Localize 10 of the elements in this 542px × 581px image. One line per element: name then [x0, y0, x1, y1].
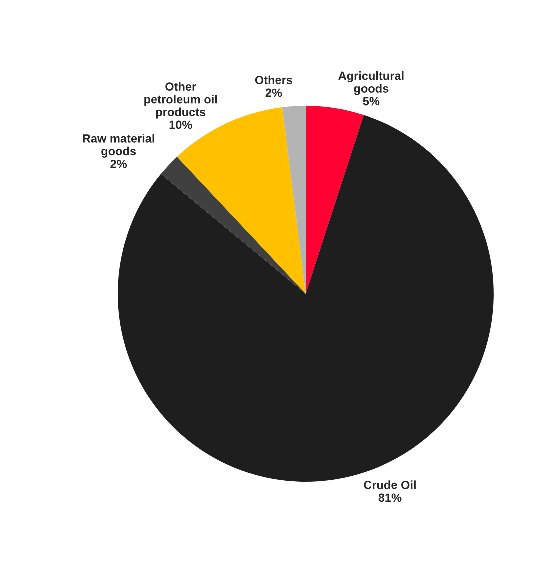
- data-label: 2%: [110, 160, 128, 168]
- data-label: 81%: [378, 494, 402, 502]
- data-label: 10%: [170, 120, 192, 130]
- slice-label: Crude Oil: [364, 480, 416, 490]
- data-label: 2%: [266, 88, 282, 98]
- slice-label: Others: [255, 76, 292, 84]
- slice-label: Agricultural goods: [338, 72, 404, 96]
- slice-label: Raw material goods: [83, 134, 154, 158]
- data-label: 5%: [363, 97, 380, 106]
- slice-label: Other petroleum oil products: [144, 82, 218, 119]
